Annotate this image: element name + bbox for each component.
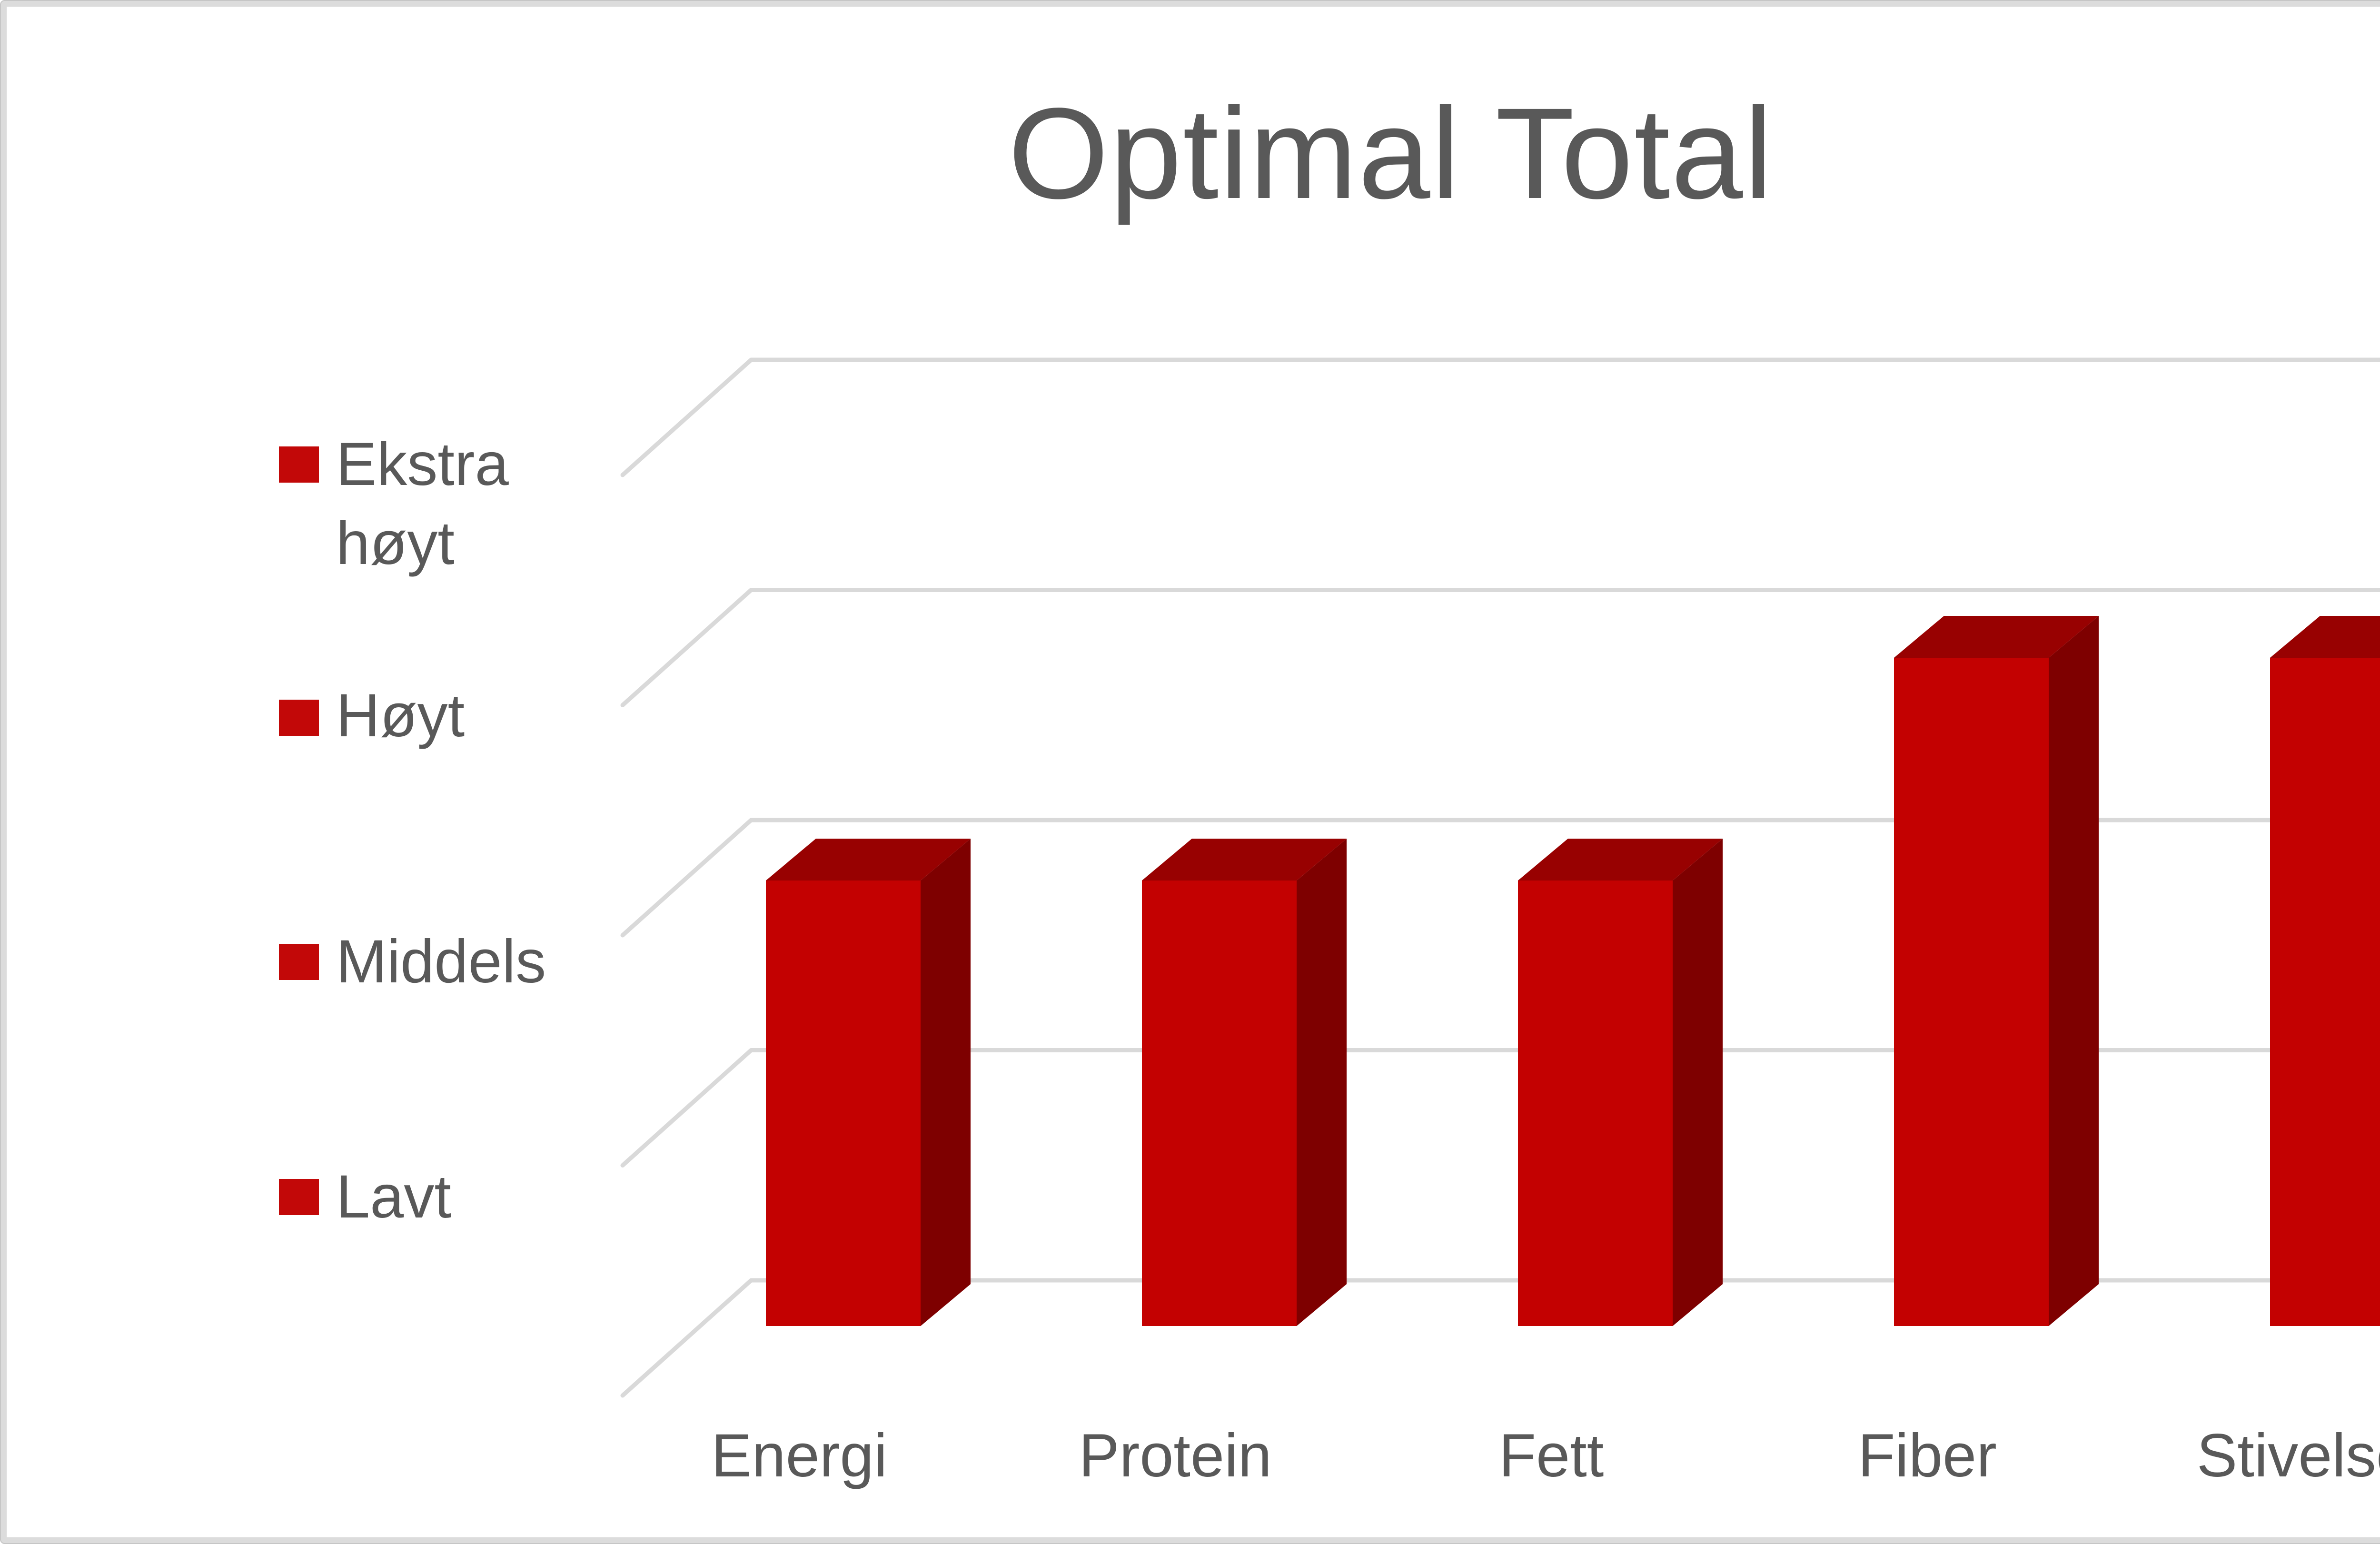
bar-top-face xyxy=(1142,839,1347,881)
bar-front-face xyxy=(1142,881,1297,1326)
bar-front-face xyxy=(1518,881,1673,1326)
plot-area xyxy=(620,357,2380,1398)
bar-top-face xyxy=(766,839,971,881)
bar-top-face xyxy=(2270,616,2380,658)
axis-tick-marker-icon xyxy=(279,944,319,980)
bar-stivelse xyxy=(2270,616,2380,1326)
value-axis-label-middels: Middels xyxy=(336,928,546,996)
bar-top-face xyxy=(1518,839,1723,881)
value-axis-label-hoyt: Høyt xyxy=(336,682,465,750)
bar-top-face xyxy=(1894,616,2099,658)
category-label-protein: Protein xyxy=(1079,1422,1272,1490)
category-label-fiber: Fiber xyxy=(1858,1422,1997,1490)
bar-fiber xyxy=(1894,616,2099,1326)
value-axis-label-lavt: Lavt xyxy=(336,1163,451,1231)
bar-front-face xyxy=(1894,658,2049,1326)
gridline xyxy=(620,357,2380,477)
axis-tick-marker-icon xyxy=(279,1179,319,1215)
value-axis-label-ekstra-hoyt: Ekstra høyt xyxy=(336,430,509,577)
bar-front-face xyxy=(2270,658,2380,1326)
gridline xyxy=(620,588,2380,707)
category-label-energi: Energi xyxy=(711,1422,887,1490)
chart-title: Optimal Total xyxy=(1008,81,1774,226)
bar-side-face xyxy=(921,839,971,1326)
bar-side-face xyxy=(1297,839,1347,1326)
category-label-fett: Fett xyxy=(1498,1422,1604,1490)
bar-fett xyxy=(1518,839,1723,1326)
category-label-stivelse: Stivelse xyxy=(2196,1422,2380,1490)
axis-tick-marker-icon xyxy=(279,446,319,483)
bar-side-face xyxy=(1673,839,1723,1326)
axis-tick-marker-icon xyxy=(279,700,319,736)
bar-protein xyxy=(1142,839,1347,1326)
bar-front-face xyxy=(766,881,921,1326)
bar-side-face xyxy=(2049,616,2099,1326)
bar-energi xyxy=(766,839,971,1326)
